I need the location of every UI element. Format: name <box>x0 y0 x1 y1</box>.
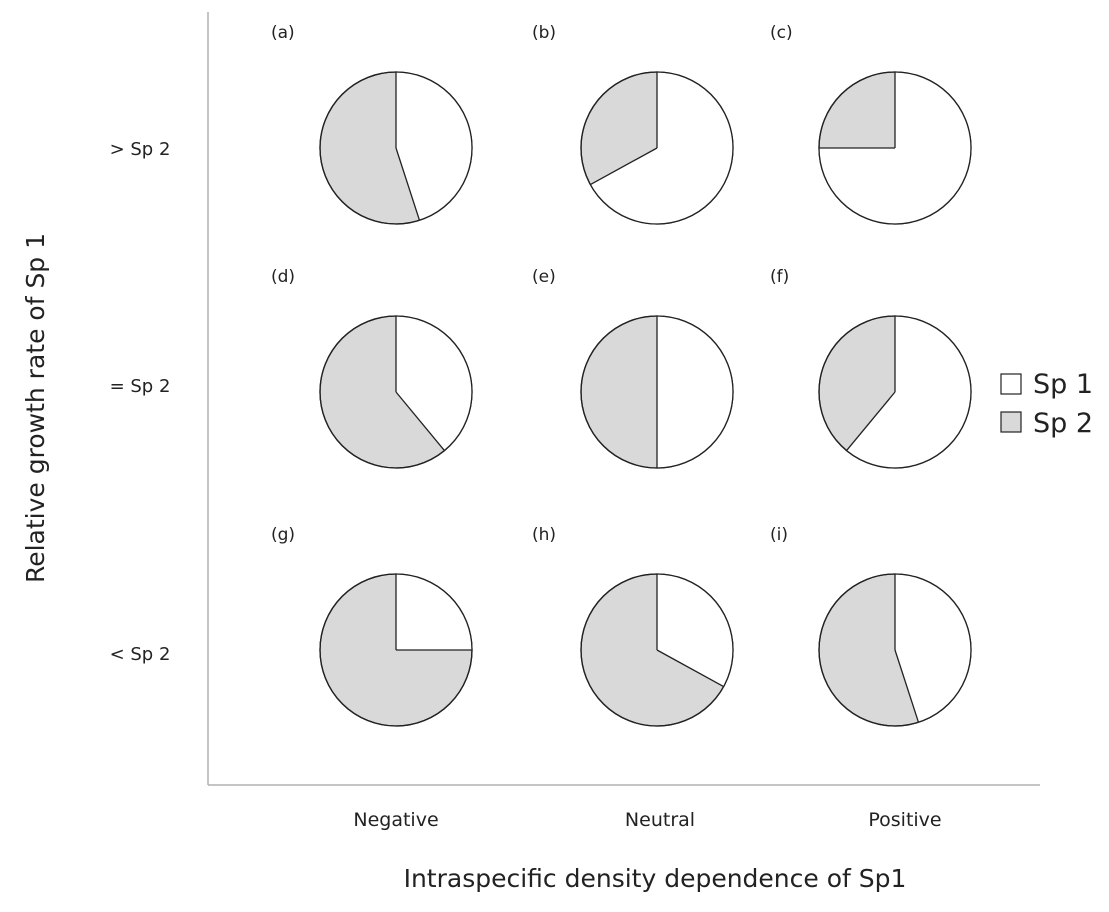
legend-swatch-sp1 <box>1000 373 1022 395</box>
panel-label: (e) <box>532 267 556 287</box>
pie-outline <box>319 573 473 727</box>
pie-divider <box>395 391 445 451</box>
pie-outline <box>580 315 734 469</box>
panel-label: (g) <box>271 525 295 545</box>
pie-outline <box>580 573 734 727</box>
pie-outline <box>818 71 972 225</box>
pie-slice-sp1 <box>657 316 733 468</box>
pie-divider <box>395 147 421 221</box>
pie-outline <box>319 315 473 469</box>
pie-outline <box>319 71 473 225</box>
x-axis-title: Intraspecific density dependence of Sp1 <box>404 864 907 893</box>
pie-slice-sp1 <box>846 315 972 468</box>
pie-slice-sp1 <box>590 72 734 224</box>
pie-divider <box>590 147 658 186</box>
row-label-greater: > Sp 2 <box>110 139 171 160</box>
legend-swatch-sp2 <box>1000 411 1022 433</box>
column-label-neutral: Neutral <box>625 809 695 831</box>
panel-label: (h) <box>532 525 556 545</box>
row-label-less: < Sp 2 <box>110 644 171 665</box>
pie-outline <box>580 71 734 225</box>
panel-label: (a) <box>271 23 295 43</box>
column-label-positive: Positive <box>868 809 941 831</box>
pie-slice-sp1 <box>657 574 733 687</box>
pie-panels: (a) (b) (c) (d) (e) (f) (g) (h) (i) <box>271 23 972 727</box>
pie-slice-sp1 <box>396 316 472 451</box>
pie-slice-sp1 <box>396 72 473 221</box>
pie-divider <box>846 391 896 451</box>
column-label-negative: Negative <box>353 809 438 831</box>
pie-outline <box>818 573 972 727</box>
panel-label: (d) <box>271 267 295 287</box>
panel-label: (c) <box>770 23 793 43</box>
pie-divider <box>894 649 920 723</box>
panel-label: (f) <box>770 267 789 287</box>
legend-label-sp2: Sp 2 <box>1033 408 1093 439</box>
y-axis-title: Relative growth rate of Sp 1 <box>21 233 50 583</box>
pie-divider <box>656 649 724 688</box>
row-label-equal: = Sp 2 <box>110 376 171 397</box>
legend-label-sp1: Sp 1 <box>1033 369 1093 400</box>
pie-slice-sp1 <box>396 574 472 650</box>
panel-label: (b) <box>532 23 556 43</box>
legend: Sp 1 Sp 2 <box>1000 369 1093 439</box>
panel-label: (i) <box>770 525 788 545</box>
pie-slice-sp1 <box>895 574 972 723</box>
pie-outline <box>818 315 972 469</box>
